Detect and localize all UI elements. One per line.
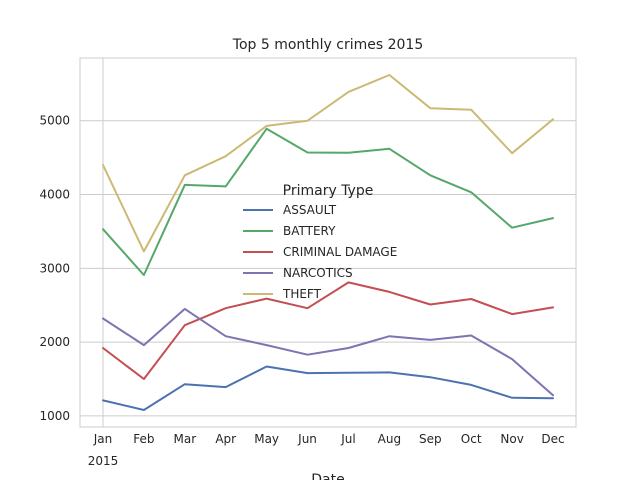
x-tick-label: Mar [173,432,196,446]
x-tick-label: Apr [215,432,236,446]
series-line-narcotics [102,307,554,397]
x-tick-label: Jul [340,432,355,446]
x-tick-label: Sep [419,432,442,446]
x-tick-year-label: 2015 [88,454,119,468]
legend-label: BATTERY [283,224,336,238]
x-tick-label: Dec [541,432,564,446]
legend-label: CRIMINAL DAMAGE [283,245,397,259]
y-tick-label: 5000 [39,114,70,128]
y-tick-labels: 1000 2000 3000 4000 5000 [39,114,70,423]
x-tick-label: Jan [93,432,113,446]
x-tick-label: Oct [461,432,482,446]
legend-label: ASSAULT [283,203,337,217]
y-tick-label: 4000 [39,188,70,202]
x-tick-label: Nov [500,432,523,446]
x-axis-label: Date [311,472,344,480]
legend-label: THEFT [282,287,322,301]
legend-title: Primary Type [283,183,374,199]
y-tick-label: 3000 [39,261,70,275]
series-line-theft [102,74,554,253]
legend: Primary Type ASSAULT BATTERY CRIMINAL DAMA… [243,183,397,301]
y-tick-label: 1000 [39,409,70,423]
series-group [102,74,554,411]
chart-title: Top 5 monthly crimes 2015 [232,37,423,53]
x-tick-label: Feb [133,432,154,446]
gridlines [80,58,576,427]
plot-frame [79,57,577,428]
series-line-criminal-damage [102,281,554,380]
x-tick-label: May [254,432,279,446]
series-line-assault [102,365,554,411]
y-tick-label: 2000 [39,335,70,349]
series-line-battery [102,127,554,276]
x-tick-labels: Jan Feb Mar Apr May Jun Jul Aug Sep Oct Nov Dec [93,432,565,446]
legend-label: NARCOTICS [283,266,353,280]
x-tick-label: Aug [378,432,401,446]
x-tick-label: Jun [297,432,317,446]
